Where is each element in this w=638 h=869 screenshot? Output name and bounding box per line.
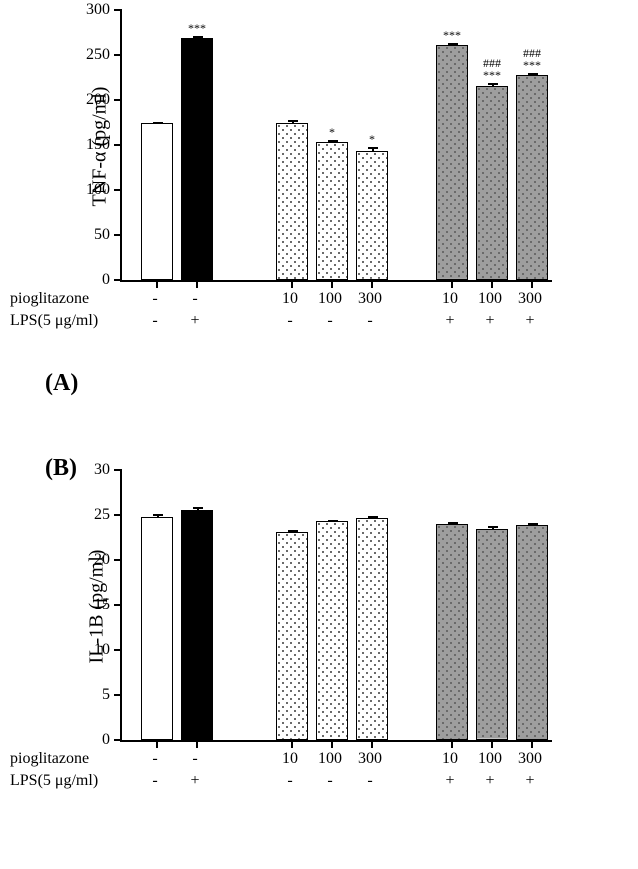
y-tick-label: 5 (102, 687, 110, 703)
y-axis-label: IL-1B (pg/ml) (85, 550, 108, 664)
bar (476, 529, 508, 740)
x-cell: 300 (350, 750, 390, 768)
x-cell: - (135, 772, 175, 790)
x-tick (196, 740, 198, 748)
x-cell: 10 (430, 750, 470, 768)
x-cell: - (270, 772, 310, 790)
x-cell: 100 (310, 750, 350, 768)
error-bar (292, 530, 294, 534)
x-cell: - (135, 750, 175, 768)
x-cell: - (310, 772, 350, 790)
y-tick (114, 649, 122, 651)
x-row-label: pioglitazone (10, 750, 89, 768)
x-tick (156, 740, 158, 748)
x-tick (291, 740, 293, 748)
x-row-label: LPS(5 μg/ml) (10, 772, 98, 790)
error-bar (452, 522, 454, 525)
y-tick (114, 559, 122, 561)
x-cell: - (175, 750, 215, 768)
y-tick-label: 25 (94, 507, 110, 523)
error-bar (332, 520, 334, 523)
error-bar (492, 526, 494, 531)
y-tick (114, 604, 122, 606)
x-tick (451, 740, 453, 748)
y-tick-label: 30 (94, 462, 110, 478)
x-cell: 10 (270, 750, 310, 768)
x-row: pioglitazone--1010030010100300 (120, 750, 550, 772)
x-tick (331, 740, 333, 748)
x-row: LPS(5 μg/ml)-+---+++ (120, 772, 550, 794)
x-cell: - (350, 772, 390, 790)
x-cell: 100 (470, 750, 510, 768)
y-tick (114, 739, 122, 741)
bar (316, 521, 348, 740)
x-tick (491, 740, 493, 748)
y-tick (114, 694, 122, 696)
x-cell: 300 (510, 750, 550, 768)
x-tick (531, 740, 533, 748)
x-cell: + (510, 772, 550, 790)
bar (356, 518, 388, 740)
x-cell: + (430, 772, 470, 790)
bar (141, 517, 173, 740)
error-bar (532, 523, 534, 526)
plot-area: 051015202530 (120, 470, 552, 742)
x-tick (371, 740, 373, 748)
bar (181, 510, 213, 740)
error-bar (197, 507, 199, 511)
y-tick (114, 514, 122, 516)
error-bar (372, 516, 374, 519)
error-bar (157, 514, 159, 518)
y-tick (114, 469, 122, 471)
panel-b: (B) 051015202530IL-1B (pg/ml)pioglitazon… (0, 0, 638, 430)
bar (436, 524, 468, 740)
bar (276, 532, 308, 740)
figure-page: { "panelA": { "letter": "(A)", "type": "… (0, 0, 638, 869)
bar (516, 525, 548, 740)
y-tick-label: 0 (102, 732, 110, 748)
x-cell: + (175, 772, 215, 790)
x-axis-labels: pioglitazone--1010030010100300LPS(5 μg/m… (120, 750, 550, 794)
x-cell: + (470, 772, 510, 790)
chart-il1b: 051015202530IL-1B (pg/ml)pioglitazone--1… (0, 460, 638, 810)
